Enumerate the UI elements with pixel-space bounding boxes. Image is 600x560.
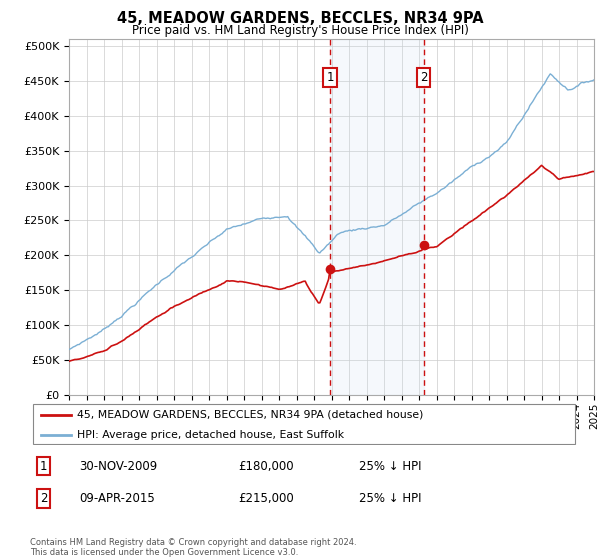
Text: 09-APR-2015: 09-APR-2015	[79, 492, 155, 505]
Text: HPI: Average price, detached house, East Suffolk: HPI: Average price, detached house, East…	[77, 430, 344, 440]
Text: Contains HM Land Registry data © Crown copyright and database right 2024.
This d: Contains HM Land Registry data © Crown c…	[30, 538, 356, 557]
Text: Price paid vs. HM Land Registry's House Price Index (HPI): Price paid vs. HM Land Registry's House …	[131, 24, 469, 36]
Text: 25% ↓ HPI: 25% ↓ HPI	[359, 492, 422, 505]
Text: 45, MEADOW GARDENS, BECCLES, NR34 9PA: 45, MEADOW GARDENS, BECCLES, NR34 9PA	[116, 11, 484, 26]
Text: 30-NOV-2009: 30-NOV-2009	[79, 460, 158, 473]
Text: 1: 1	[326, 71, 334, 84]
Bar	[330, 39, 424, 395]
Text: 25% ↓ HPI: 25% ↓ HPI	[359, 460, 422, 473]
Text: £180,000: £180,000	[239, 460, 294, 473]
Text: 45, MEADOW GARDENS, BECCLES, NR34 9PA (detached house): 45, MEADOW GARDENS, BECCLES, NR34 9PA (d…	[77, 410, 423, 420]
Text: 2: 2	[420, 71, 427, 84]
Text: 2: 2	[40, 492, 47, 505]
Text: £215,000: £215,000	[239, 492, 295, 505]
FancyBboxPatch shape	[33, 404, 575, 445]
Text: 1: 1	[40, 460, 47, 473]
